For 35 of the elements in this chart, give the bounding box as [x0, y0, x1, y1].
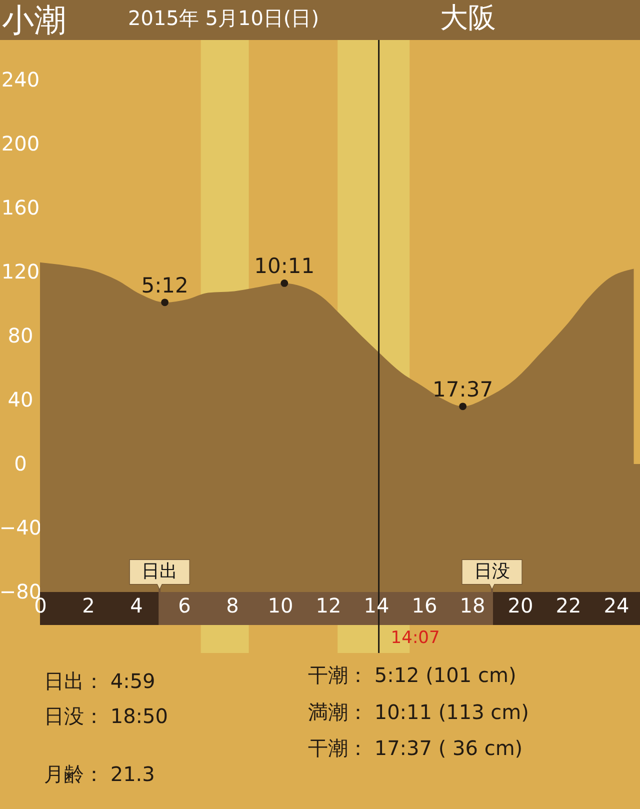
chart-subtitle: 2015年 5月10日(日): [128, 6, 320, 30]
x-tick-label: 4: [130, 594, 143, 618]
x-tick-label: 2: [82, 594, 95, 618]
annotation: 5:12: [141, 273, 188, 298]
x-tick-label: 14: [364, 594, 390, 618]
x-tick-label: 10: [268, 594, 294, 618]
ref-line-label: 日出: [142, 561, 178, 582]
annotation: 10:11: [254, 254, 315, 278]
x-tick-label: 18: [460, 594, 486, 618]
chart-title: 小潮: [2, 1, 66, 39]
text: 干潮： 5:12 (101 cm): [308, 663, 516, 687]
y-tick-label: 40: [8, 388, 34, 412]
ref-line-label: 日没: [474, 561, 510, 582]
x-tick-label: 6: [178, 594, 191, 618]
x-tick-label: 24: [604, 594, 630, 618]
annotation: 17:37: [432, 377, 494, 402]
y-tick-label: −40: [0, 516, 42, 540]
x-tick-label: 22: [556, 594, 582, 618]
y-tick-label: 120: [1, 260, 40, 284]
y-tick-label: 240: [1, 68, 40, 92]
y-tick-label: 80: [8, 324, 34, 348]
x-tick-label: 16: [412, 594, 438, 618]
text: 大阪: [440, 1, 496, 34]
x-tick-label: 8: [226, 594, 239, 618]
y-tick-label: 200: [1, 132, 40, 156]
text: 干潮： 17:37 ( 36 cm): [308, 736, 523, 760]
text: 満潮： 10:11 (113 cm): [308, 700, 529, 724]
text: 日没： 18:50: [44, 704, 168, 728]
y-tick-label: 160: [1, 196, 40, 220]
y-tick-label: 0: [14, 452, 27, 476]
x-tick-label: 20: [508, 594, 534, 618]
text: 月齢： 21.3: [44, 762, 155, 786]
x-tick-label: 12: [316, 594, 342, 618]
text: 日出： 4:59: [44, 669, 156, 693]
ref-line-label: 14:07: [390, 628, 440, 648]
